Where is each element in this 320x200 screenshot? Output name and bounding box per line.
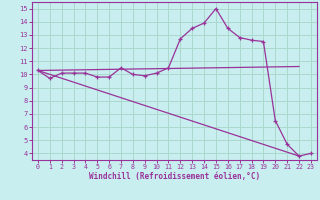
X-axis label: Windchill (Refroidissement éolien,°C): Windchill (Refroidissement éolien,°C)	[89, 172, 260, 181]
